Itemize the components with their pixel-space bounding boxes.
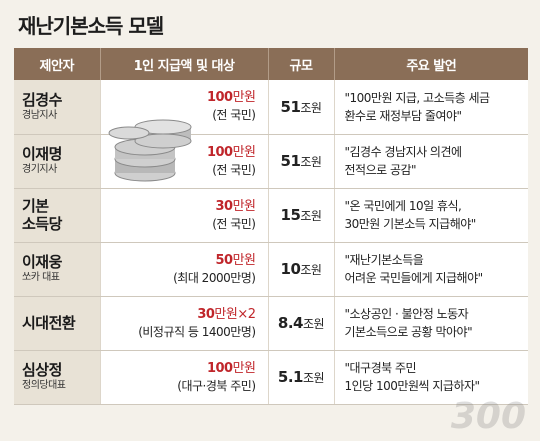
amount-value: 30만원×2 [197, 306, 256, 322]
proposer-name: 기본 [22, 197, 49, 215]
amount-target: (전 국민) [212, 162, 256, 177]
watermark-logo: 300 [450, 396, 526, 437]
amount-value: 100만원 [206, 90, 256, 106]
table-row: 기본 소득당 30만원 (전 국민) 15조원 "온 국민에게 10일 휴식, 3… [14, 188, 528, 243]
amount-value: 30만원 [215, 198, 256, 214]
table-row: 시대전환 30만원×2 (비정규직 등 1400만명) 8.4조원 "소상공인 … [14, 296, 528, 351]
scale-cell: 15조원 [268, 188, 335, 243]
header-amount: 1인 지급액 및 대상 [100, 48, 269, 80]
proposer-role: 정의당대표 [22, 380, 66, 391]
remark-cell: "재난기본소득을 어려운 국민들에게 지급해야" [334, 242, 528, 297]
proposer-name: 시대전환 [22, 314, 76, 332]
header-remarks: 주요 발언 [334, 48, 528, 80]
amount-target: (전 국민) [212, 108, 256, 123]
proposer-cell: 시대전환 [14, 296, 101, 351]
amount-cell: 30만원 (전 국민) [100, 188, 269, 243]
remark-cell: "대구경북 주민 1인당 100만원씩 지급하자" [334, 350, 528, 405]
amount-target: (비정규직 등 1400만명) [138, 324, 256, 339]
proposer-role: 경남지사 [22, 109, 57, 121]
proposer-cell: 심상정 정의당대표 [14, 350, 101, 405]
proposer-name: 이재명 [22, 145, 62, 163]
proposer-role: 경기지사 [22, 164, 57, 175]
remark-cell: "온 국민에게 10일 휴식, 30만원 기본소득 지급해야" [334, 188, 528, 243]
coin-stack-icon [108, 119, 191, 181]
remark-cell: "김경수 경남지사 의견에 전적으로 공감" [334, 134, 528, 189]
table-header-row: 제안자 1인 지급액 및 대상 규모 주요 발언 [14, 48, 528, 80]
remark-cell: "100만원 지급, 고소득층 세금 환수로 재정부담 줄여야" [334, 80, 528, 135]
remark-cell: "소상공인 · 불안정 노동자 기본소득으로 공황 막아야" [334, 296, 528, 351]
table-row: 심상정 정의당대표 100만원 (대구·경북 주민) 5.1조원 "대구경북 주… [14, 350, 528, 405]
proposer-cell: 기본 소득당 [14, 188, 101, 243]
amount-value: 100만원 [206, 360, 256, 376]
proposer-name: 심상정 [22, 361, 62, 379]
proposer-cell: 이재명 경기지사 [14, 134, 101, 189]
proposer-name: 김경수 [22, 90, 62, 109]
amount-target: (전 국민) [212, 216, 256, 231]
scale-cell: 51조원 [268, 134, 335, 189]
scale-cell: 8.4조원 [268, 296, 335, 351]
table-row: 이재명 경기지사 100만 [14, 119, 528, 189]
amount-target: (최대 2000만명) [173, 270, 256, 285]
proposer-name-line2: 소득당 [22, 215, 62, 233]
amount-cell: 100만원 (대구·경북 주민) [100, 350, 269, 405]
amount-cell: 100만원 (전 국민) [100, 119, 269, 189]
proposer-name: 이재웅 [22, 253, 62, 271]
amount-target: (대구·경북 주민) [177, 378, 256, 393]
scale-cell: 51조원 [268, 80, 335, 135]
header-proposer: 제안자 [14, 48, 101, 80]
scale-cell: 5.1조원 [268, 350, 335, 405]
table-row: 김경수 경남지사 100만원 (전 국민) 51조원 "100만원 지급, 고소… [14, 80, 528, 135]
amount-value: 100만원 [206, 144, 256, 160]
table-row: 이재웅 쏘카 대표 50만원 (최대 2000만명) 10조원 "재난기본소득을… [14, 242, 528, 297]
amount-cell: 30만원×2 (비정규직 등 1400만명) [100, 296, 269, 351]
amount-cell: 50만원 (최대 2000만명) [100, 242, 269, 297]
proposer-cell: 김경수 경남지사 [14, 80, 101, 135]
amount-value: 50만원 [215, 252, 256, 268]
basic-income-table: 제안자 1인 지급액 및 대상 규모 주요 발언 김경수 경남지사 100만원 … [14, 48, 528, 405]
proposer-role: 쏘카 대표 [22, 272, 60, 283]
header-scale: 규모 [268, 48, 335, 80]
scale-cell: 10조원 [268, 242, 335, 297]
proposer-cell: 이재웅 쏘카 대표 [14, 242, 101, 297]
page-title: 재난기본소득 모델 [18, 14, 164, 38]
